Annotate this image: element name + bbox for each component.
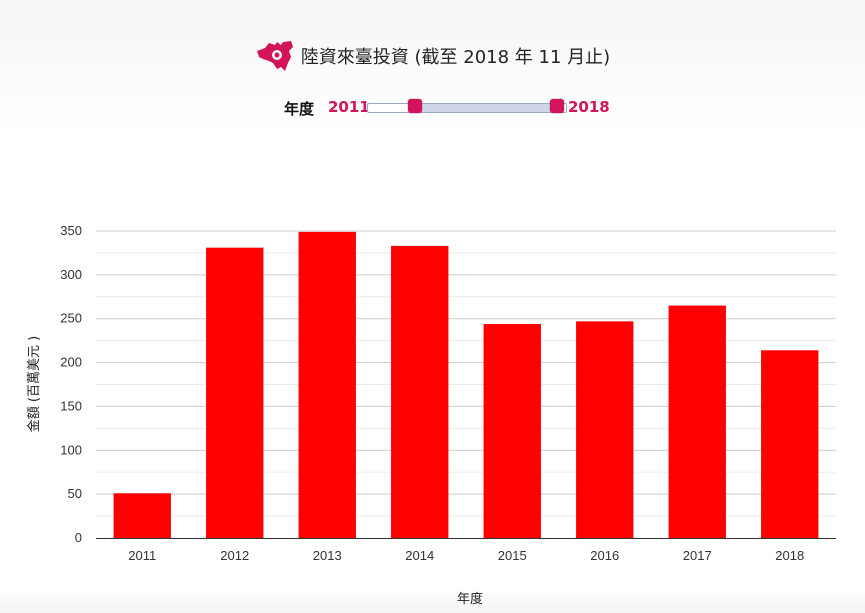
bars [113,231,819,538]
x-tick-label: 2014 [405,548,434,563]
range-min-value: 2011 [328,98,370,116]
y-tick-label: 100 [60,442,82,457]
chart-header: 陸資來臺投資 (截至 2018 年 11 月止) [0,38,865,74]
x-tick-label: 2018 [775,548,804,563]
y-tick-label: 0 [75,530,82,545]
taiwan-map-logo-icon [256,41,293,71]
range-slider-track[interactable] [367,103,567,113]
bar-2012[interactable] [206,247,264,538]
bar-2014[interactable] [391,245,449,538]
y-tick-label: 150 [60,398,82,413]
bar-2011[interactable] [113,493,171,538]
range-max-value: 2018 [568,98,610,116]
y-tick-label: 50 [68,486,82,501]
y-axis-title: 金額 (百萬美元 ) [26,336,42,432]
x-tick-label: 2011 [128,548,156,563]
bar-2018[interactable] [761,350,819,538]
y-axis-ticks: 0 50 100 150 200 250 300 350 [60,223,82,545]
range-filter-label: 年度 [284,100,315,118]
x-tick-label: 2015 [498,548,527,563]
bar-2015[interactable] [483,323,541,538]
x-tick-label: 2017 [683,548,712,563]
y-tick-label: 250 [60,311,82,326]
x-tick-label: 2012 [220,548,249,563]
range-slider-max-handle[interactable] [550,99,564,113]
y-tick-label: 200 [60,355,82,370]
range-slider-min-handle[interactable] [408,99,422,113]
range-slider-selection [416,104,558,112]
x-tick-label: 2016 [590,548,619,563]
chart-title: 陸資來臺投資 (截至 2018 年 11 月止) [300,47,611,68]
year-range-filter: 年度 2011 2018 [0,96,865,120]
x-tick-label: 2013 [313,548,342,563]
y-tick-label: 350 [60,223,82,238]
y-tick-label: 300 [60,267,82,282]
bar-2016[interactable] [576,321,634,538]
x-axis-title: 年度 [457,591,483,607]
bar-2017[interactable] [668,305,726,538]
bar-2013[interactable] [298,231,356,538]
x-axis-ticks: 2011 2012 2013 2014 2015 2016 2017 2018 [128,548,804,563]
